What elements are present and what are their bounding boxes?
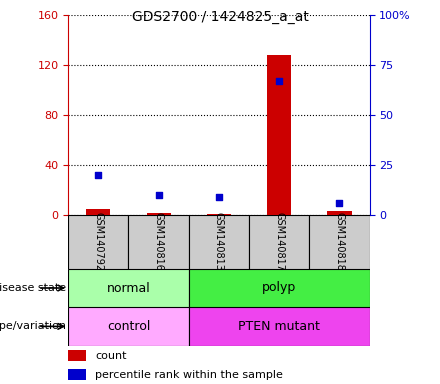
Bar [189,215,249,269]
Bar [68,307,189,346]
Bar [147,213,171,215]
Text: disease state: disease state [0,283,66,293]
Bar [68,369,86,380]
Text: GDS2700 / 1424825_a_at: GDS2700 / 1424825_a_at [132,10,308,23]
Text: GSM140818: GSM140818 [334,212,345,271]
Text: PTEN mutant: PTEN mutant [238,320,320,333]
Bar [68,269,189,307]
Bar [68,350,86,361]
Bar [327,211,352,215]
Bar [207,214,231,215]
Bar [309,215,370,269]
Text: count: count [95,351,127,361]
Bar [68,215,128,269]
Point [216,194,223,200]
Text: control: control [107,320,150,333]
Bar [189,307,370,346]
Text: genotype/variation: genotype/variation [0,321,66,331]
Text: GSM140813: GSM140813 [214,212,224,271]
Bar [86,209,110,215]
Point [276,78,283,84]
Text: GSM140816: GSM140816 [154,212,164,271]
Point [155,192,162,198]
Text: normal: normal [106,281,150,295]
Text: percentile rank within the sample: percentile rank within the sample [95,370,283,380]
Text: GSM140792: GSM140792 [93,212,103,271]
Bar [267,55,291,215]
Point [336,200,343,206]
Point [95,172,102,178]
Bar [249,215,309,269]
Bar [189,269,370,307]
Text: GSM140817: GSM140817 [274,212,284,271]
Text: polyp: polyp [262,281,296,295]
Bar [128,215,189,269]
